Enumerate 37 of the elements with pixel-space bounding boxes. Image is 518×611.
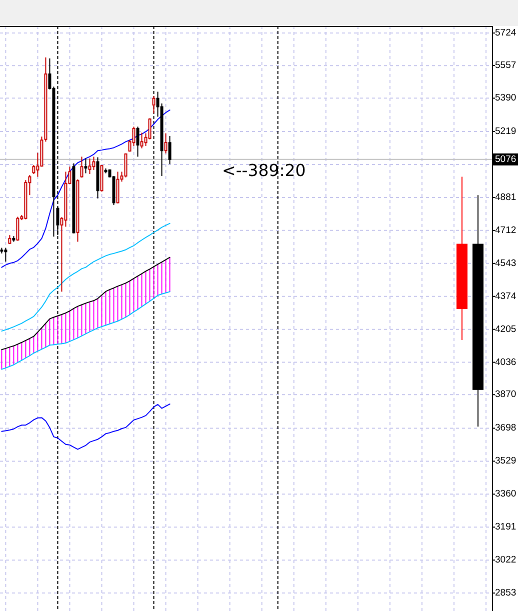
- candlestick: [116, 171, 120, 204]
- candlestick: [164, 132, 168, 154]
- y-tick-label: 3698: [495, 422, 516, 434]
- y-tick-label: 3529: [495, 456, 516, 467]
- y-tick-label: 4374: [495, 290, 516, 302]
- y-tick-label: 5219: [495, 126, 516, 138]
- candlestick: [16, 216, 20, 242]
- y-tick-label: 3870: [495, 389, 516, 400]
- y-tick-label: 5557: [495, 60, 516, 72]
- candlestick: [148, 118, 152, 140]
- candlestick: [80, 156, 84, 178]
- y-tick-label: 3022: [495, 554, 516, 566]
- ref-line-label: 5076: [495, 154, 516, 165]
- y-tick-label: 3191: [495, 522, 516, 533]
- candlestick: [84, 158, 88, 174]
- line-series: [1, 404, 170, 450]
- candlestick: [92, 156, 96, 170]
- candlestick: [88, 158, 92, 175]
- line-series: [1, 222, 170, 332]
- y-tick-label: 2853: [495, 588, 516, 599]
- y-tick-label: 4881: [495, 192, 516, 203]
- y-tick-label: 3360: [495, 488, 516, 500]
- candlestick: [124, 152, 128, 178]
- y-tick-label: 4205: [495, 324, 516, 335]
- candlestick: [136, 126, 140, 158]
- candlestick: [140, 132, 144, 149]
- candlestick: [168, 136, 172, 165]
- y-tick-label: 5724: [495, 28, 516, 39]
- candlestick: [4, 247, 8, 262]
- line-series: [1, 291, 170, 370]
- y-tick-label: 4036: [495, 356, 516, 368]
- y-tick-label: 4712: [495, 224, 516, 236]
- y-tick-label: 4543: [495, 258, 516, 269]
- annotation: <--389:20: [222, 161, 306, 180]
- y-tick-label: 5390: [495, 92, 516, 104]
- candlestick: [152, 96, 156, 114]
- line-series: [1, 110, 170, 268]
